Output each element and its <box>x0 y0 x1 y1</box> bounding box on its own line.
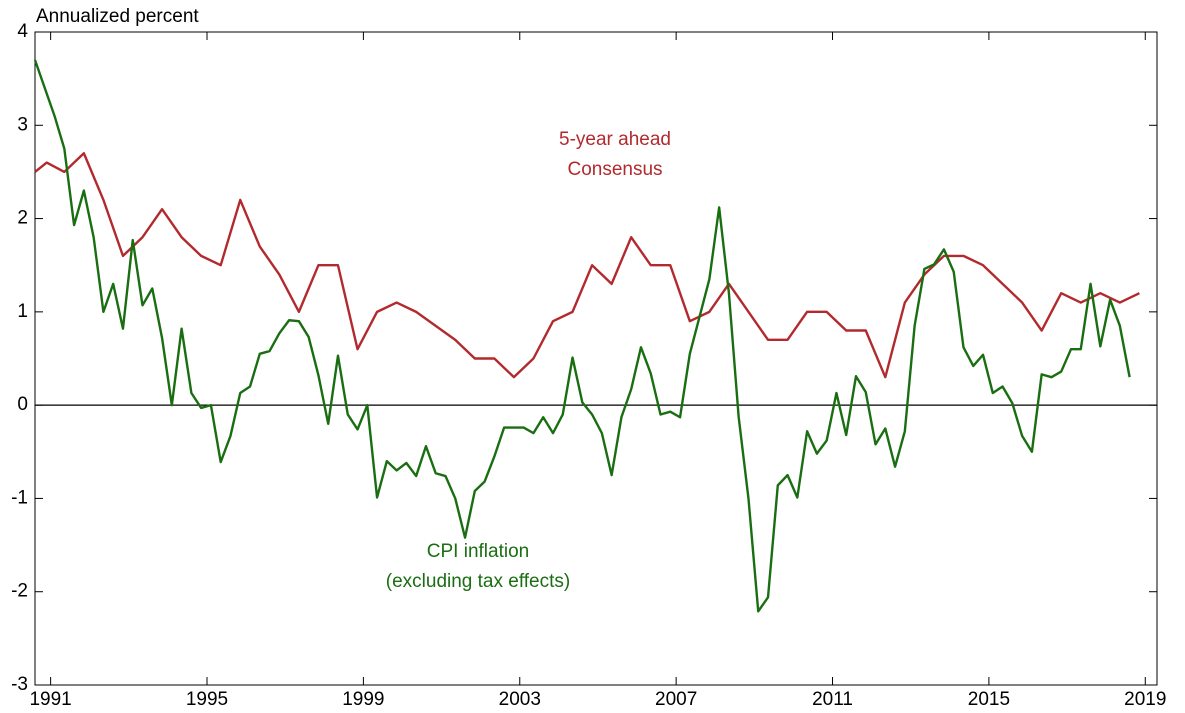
x-tick-label: 2011 <box>812 689 853 710</box>
y-axis-label: Annualized percent <box>36 6 199 27</box>
x-tick-label: 1999 <box>342 689 384 710</box>
y-tick-label: -2 <box>11 581 28 602</box>
y-tick-label: 0 <box>17 394 28 415</box>
series-label: 5-year ahead <box>559 129 671 150</box>
x-tick-label: 2019 <box>1124 689 1166 710</box>
x-tick-label: 1995 <box>186 689 228 710</box>
y-tick-label: -3 <box>11 674 28 695</box>
x-tick-label: 2007 <box>655 689 697 710</box>
plot-frame <box>34 31 1158 686</box>
x-tick-label: 2003 <box>499 689 541 710</box>
y-tick-label: 2 <box>17 208 28 229</box>
y-tick-label: -1 <box>11 487 28 508</box>
y-tick-label: 3 <box>17 114 28 135</box>
series-label: Consensus <box>567 159 662 180</box>
series-label: CPI inflation <box>427 541 529 562</box>
y-tick-label: 1 <box>17 301 28 322</box>
series-line <box>34 152 1140 379</box>
series-label: (excluding tax effects) <box>386 571 570 592</box>
x-tick-label: 1991 <box>29 689 71 710</box>
series-line <box>33 59 1131 613</box>
x-tick-label: 2015 <box>968 689 1010 710</box>
y-tick-label: 4 <box>17 21 28 42</box>
